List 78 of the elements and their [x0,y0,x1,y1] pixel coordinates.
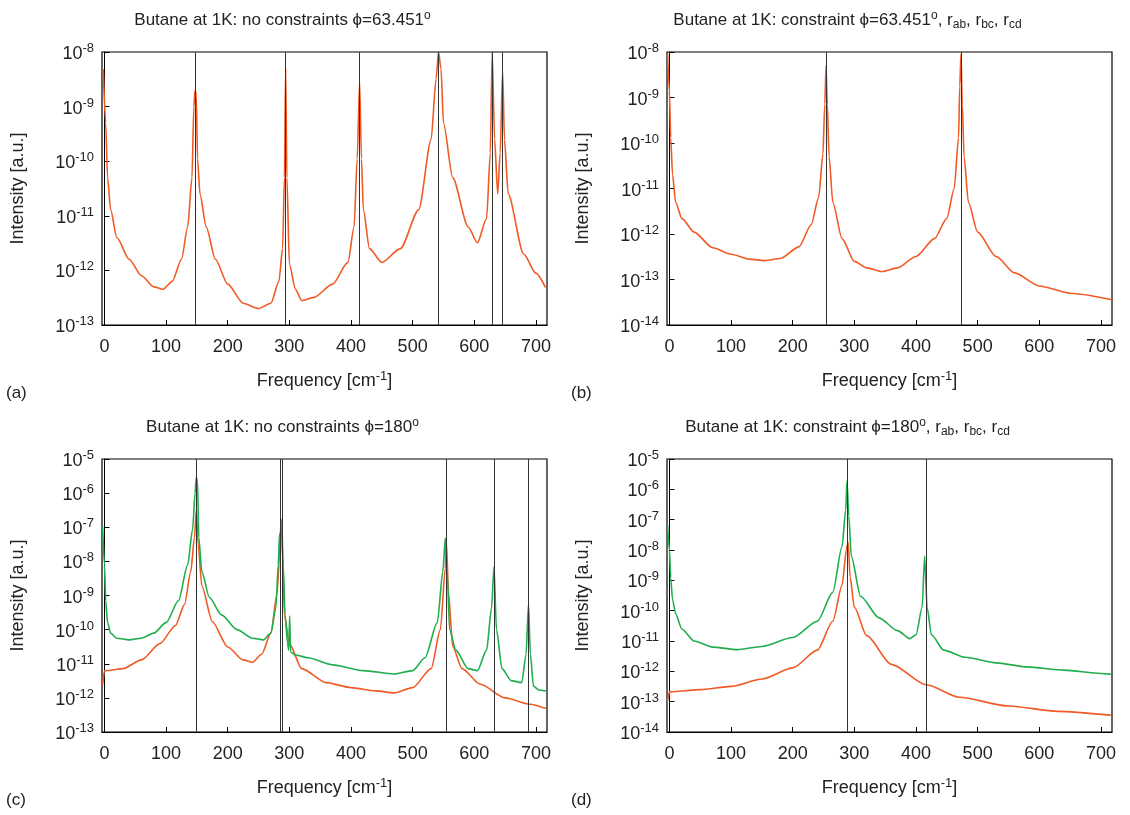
line-series [666,541,1111,716]
x-tick-label: 400 [335,743,367,763]
y-tick-label: 10$^{-7}$ [62,514,94,539]
y-tick-label: 10$^{-14}$ [620,312,659,336]
line-series [101,509,546,709]
x-tick-label: 100 [151,336,182,356]
y-tick-label: 10$^{-8}$ [62,548,94,573]
text: (b) [571,383,592,402]
x-tick-label: 0 [99,743,110,763]
y-axis-title: Intensity [a.u.] [572,132,592,245]
x-tick-label: 600 [1024,336,1055,356]
y-tick-label: 10$^{-10}$ [620,130,659,154]
y-tick-label: 10$^{-12}$ [55,257,94,282]
text: (d) [571,790,592,809]
y-tick-label: 10$^{-5}$ [627,446,659,470]
x-tick-label: 400 [900,743,932,763]
y-tick-label: 10$^{-13}$ [55,719,94,743]
line-series [101,476,546,692]
x-tick-label: 0 [664,336,675,356]
x-tick-label: 200 [777,336,808,356]
y-tick-label: 10$^{-5}$ [62,446,94,470]
line-series [666,53,1113,301]
x-tick-label: 300 [839,336,870,356]
x-tick-label: 700 [1085,336,1116,356]
x-tick-label: 600 [459,336,490,356]
y-tick-label: 10$^{-11}$ [56,203,94,227]
y-tick-label: 10$^{-13}$ [620,267,659,291]
x-tick-label: 100 [151,743,182,763]
x-tick-label: 700 [520,743,551,763]
y-axis-title: Intensity [a.u.] [572,539,592,652]
line-series [666,480,1111,675]
x-tick-label: 100 [716,743,747,763]
x-tick-label: 0 [99,336,110,356]
y-tick-label: 10$^{-12}$ [620,658,659,683]
y-tick-label: 10$^{-11}$ [621,176,659,200]
x-tick-label: 600 [1024,743,1055,763]
y-tick-label: 10$^{-8}$ [627,39,659,63]
y-tick-label: 10$^{-8}$ [627,537,659,561]
x-tick-label: 400 [335,336,367,356]
x-tick-label: 700 [520,336,551,356]
y-tick-label: 10$^{-10}$ [620,598,659,622]
x-tick-label: 500 [397,336,428,356]
y-tick-label: 10$^{-7}$ [627,507,659,531]
x-tick-label: 700 [1085,743,1116,763]
x-tick-label: 0 [664,743,675,763]
x-tick-label: 300 [839,743,870,763]
x-tick-label: 500 [397,743,428,763]
x-tick-label: 300 [274,336,305,356]
y-tick-label: 10$^{-8}$ [62,39,94,63]
x-tick-label: 500 [962,336,993,356]
y-tick-label: 10$^{-11}$ [56,651,94,675]
y-axis-title: Intensity [a.u.] [7,539,27,652]
x-tick-label: 100 [716,336,747,356]
y-tick-label: 10$^{-9}$ [627,567,659,592]
y-tick-label: 10$^{-6}$ [62,480,94,505]
y-tick-label: 10$^{-10}$ [55,617,94,641]
y-tick-label: 10$^{-9}$ [62,94,94,118]
y-tick-label: 10$^{-10}$ [55,148,94,173]
y-tick-label: 10$^{-11}$ [621,628,659,652]
y-axis-title: Intensity [a.u.] [7,132,27,245]
y-tick-label: 10$^{-13}$ [620,689,659,713]
x-tick-label: 300 [274,743,305,763]
x-tick-label: 500 [962,743,993,763]
x-tick-label: 200 [777,743,808,763]
text: (a) [6,383,27,402]
x-tick-label: 200 [212,336,243,356]
line-series [102,51,546,310]
text: (c) [6,790,26,809]
x-tick-label: 200 [212,743,243,763]
y-tick-label: 10$^{-9}$ [627,85,659,109]
y-tick-label: 10$^{-14}$ [620,719,659,743]
x-tick-label: 400 [900,336,932,356]
x-tick-label: 600 [459,743,490,763]
y-tick-label: 10$^{-12}$ [55,685,94,709]
y-tick-label: 10$^{-13}$ [55,312,94,336]
y-tick-label: 10$^{-6}$ [627,476,659,501]
y-tick-label: 10$^{-9}$ [62,583,94,607]
y-tick-label: 10$^{-12}$ [620,221,659,245]
